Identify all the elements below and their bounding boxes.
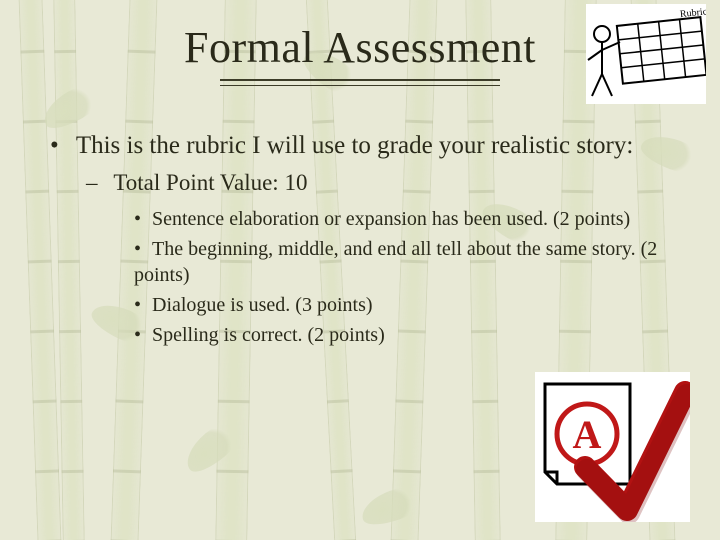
svg-text:A: A xyxy=(573,412,602,457)
criterion-text: Spelling is correct. (2 points) xyxy=(152,324,385,346)
criterion-item: Dialogue is used. (3 points) xyxy=(134,292,664,318)
bullet-list-level3: Sentence elaboration or expansion has be… xyxy=(86,206,664,348)
criterion-text: Sentence elaboration or expansion has be… xyxy=(152,208,630,230)
criterion-item: The beginning, middle, and end all tell … xyxy=(134,236,664,288)
total-points-bullet: Total Point Value: 10 Sentence elaborati… xyxy=(86,169,670,348)
slide: Rubric Formal Assessment This is the xyxy=(0,0,720,540)
rubric-clipart: Rubric xyxy=(586,4,706,104)
intro-bullet: This is the rubric I will use to grade y… xyxy=(50,130,670,348)
intro-text: This is the rubric I will use to grade y… xyxy=(76,132,634,159)
total-points-text: Total Point Value: 10 xyxy=(113,170,307,195)
title-underline xyxy=(220,79,500,86)
criterion-item: Sentence elaboration or expansion has be… xyxy=(134,206,664,232)
criterion-text: The beginning, middle, and end all tell … xyxy=(134,238,657,286)
criterion-item: Spelling is correct. (2 points) xyxy=(134,322,664,348)
grade-clipart: A xyxy=(535,372,690,522)
bullet-list-level1: This is the rubric I will use to grade y… xyxy=(50,130,670,348)
body-content: This is the rubric I will use to grade y… xyxy=(50,130,670,358)
criterion-text: Dialogue is used. (3 points) xyxy=(152,294,373,316)
bullet-list-level2: Total Point Value: 10 Sentence elaborati… xyxy=(54,169,670,348)
